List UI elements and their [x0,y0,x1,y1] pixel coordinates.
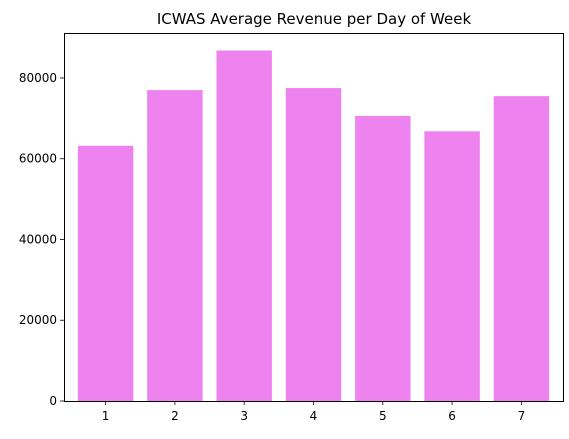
bar-7 [494,96,549,401]
bar-4 [286,88,341,401]
y-tick-label: 80000 [19,71,57,85]
bar-1 [78,146,133,401]
y-tick-label: 20000 [19,313,57,327]
y-tick-label: 60000 [19,152,57,166]
bar-5 [355,116,410,401]
x-tick-label: 3 [240,409,248,423]
y-axis: 0 20000 40000 60000 80000 [19,71,64,408]
bar-6 [424,131,479,401]
y-tick-label: 40000 [19,232,57,246]
x-axis: 1 2 3 4 5 6 7 [102,401,525,423]
x-tick-label: 4 [310,409,318,423]
y-tick-label: 0 [49,394,57,408]
x-tick-label: 6 [448,409,456,423]
x-tick-label: 5 [379,409,387,423]
x-tick-label: 1 [102,409,110,423]
chart-title: ICWAS Average Revenue per Day of Week [157,10,472,28]
x-tick-label: 7 [518,409,526,423]
bar-2 [147,90,202,401]
bar-3 [216,51,271,401]
bar-series [78,51,549,401]
x-tick-label: 2 [171,409,179,423]
